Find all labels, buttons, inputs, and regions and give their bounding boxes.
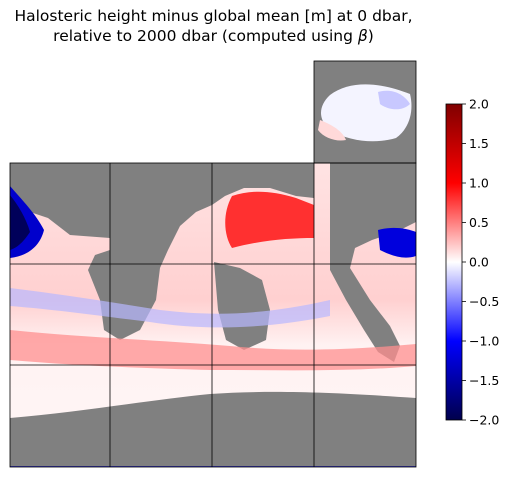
main-map-panel bbox=[10, 163, 416, 467]
land-asia bbox=[212, 163, 314, 205]
colorbar-tick-label: 2.0 bbox=[469, 97, 489, 112]
colorbar-gradient bbox=[445, 103, 463, 421]
land-australia bbox=[214, 262, 270, 350]
southern-positive-band bbox=[10, 330, 416, 371]
chart-title: Halosteric height minus global mean [m] … bbox=[0, 6, 427, 46]
tropical-negative-band bbox=[10, 288, 330, 328]
main-map-border bbox=[9, 162, 417, 468]
north-pacific-positive-anomaly bbox=[225, 191, 314, 248]
colorbar-tick-label: −1.0 bbox=[469, 334, 499, 349]
atlantic-strong-negative-anomaly bbox=[10, 195, 30, 250]
colorbar-tick-label: −1.5 bbox=[469, 373, 499, 388]
title-line-2-suffix: ) bbox=[367, 27, 374, 45]
colorbar-ticks: 2.0 1.5 1.0 0.5 0.0 −0.5 −1.0 −1.5 −2.0 bbox=[462, 97, 499, 428]
land-africa bbox=[88, 163, 212, 340]
arctic-inset-border bbox=[313, 60, 417, 164]
arctic-positive-anomaly bbox=[318, 120, 346, 141]
title-line-1: Halosteric height minus global mean [m] … bbox=[14, 7, 413, 25]
title-line-2: relative to 2000 dbar (computed using β) bbox=[0, 26, 427, 46]
colorbar: 2.0 1.5 1.0 0.5 0.0 −0.5 −1.0 −1.5 −2.0 bbox=[445, 97, 499, 428]
colorbar-tick-label: 1.5 bbox=[469, 136, 489, 151]
colorbar-tick-label: −0.5 bbox=[469, 294, 499, 309]
land-north-america bbox=[10, 163, 110, 238]
arctic-inset-panel bbox=[314, 61, 416, 163]
land-americas bbox=[330, 163, 416, 362]
west-atlantic-negative-anomaly bbox=[378, 227, 416, 258]
title-beta-symbol: β bbox=[357, 27, 368, 45]
arctic-negative-anomaly bbox=[378, 90, 410, 110]
land-antarctica bbox=[10, 391, 416, 467]
title-line-2-prefix: relative to 2000 dbar (computed using bbox=[53, 27, 358, 45]
colorbar-tick-label: 1.0 bbox=[469, 176, 489, 191]
map-grid bbox=[9, 60, 417, 468]
colorbar-tick-label: 0.0 bbox=[469, 255, 489, 270]
colorbar-tick-label: 0.5 bbox=[469, 215, 489, 230]
colorbar-tick-label: −2.0 bbox=[469, 413, 499, 428]
